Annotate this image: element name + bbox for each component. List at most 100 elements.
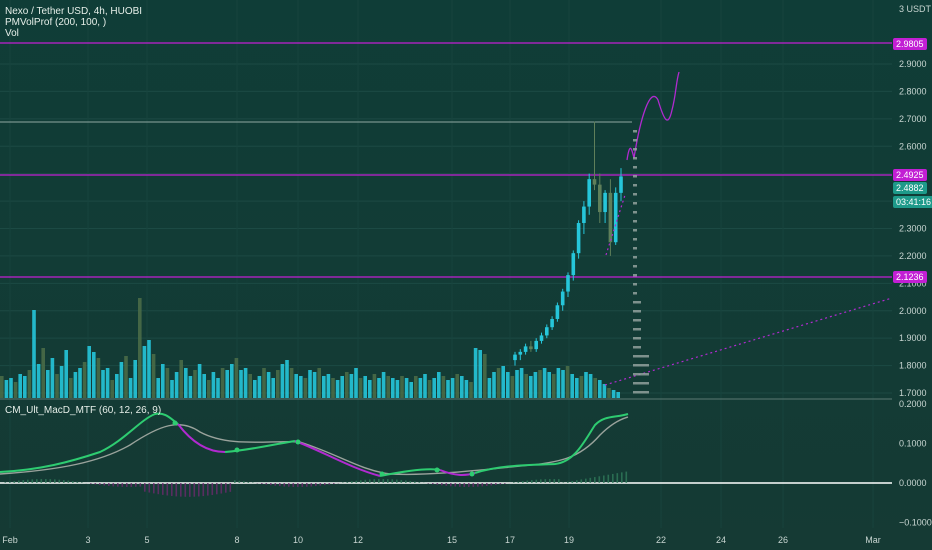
time-tick-label: Feb xyxy=(2,535,18,545)
volume-bar xyxy=(248,374,252,398)
indicator-vol-label[interactable]: Vol xyxy=(5,28,19,39)
volume-bar xyxy=(340,376,344,398)
indicator-pmvolprof-label[interactable]: PMVolProf (200, 100, ) xyxy=(5,17,107,28)
volume-bar xyxy=(207,380,211,398)
candle-body xyxy=(513,354,517,361)
macd-histogram-bar xyxy=(535,479,538,483)
macd-histogram-bar xyxy=(625,471,628,483)
volume-bar xyxy=(271,378,275,398)
candle-body xyxy=(560,291,565,306)
volume-bar xyxy=(216,378,220,398)
volume-profile-bar xyxy=(633,247,637,250)
macd-histogram-bar xyxy=(225,483,227,493)
macd-tick-label: 0.0000 xyxy=(899,478,927,488)
volume-bar xyxy=(276,370,280,398)
time-axis[interactable]: Feb 3 5 8 10 12 15 17 19 22 24 26 Mar xyxy=(2,535,881,545)
volume-bar xyxy=(496,368,501,398)
volume-profile-bar xyxy=(633,157,637,160)
volume-bar xyxy=(170,380,174,398)
macd-histogram-bar xyxy=(301,483,304,487)
macd-histogram-bar xyxy=(616,473,619,483)
time-tick-label: 12 xyxy=(353,535,363,545)
volume-profile-bar xyxy=(633,139,637,142)
volume-bar xyxy=(409,382,413,398)
volume-profile-bar xyxy=(633,229,637,232)
volume-profile-bar xyxy=(633,274,637,277)
volume-bar xyxy=(561,370,565,398)
macd-histogram-bar xyxy=(121,483,124,487)
volume-bar xyxy=(542,368,547,398)
macd-histogram-bar xyxy=(553,479,556,483)
chart-legend: Nexo / Tether USD, 4h, HUOBI PMVolProf (… xyxy=(5,6,142,39)
macd-histogram-bar xyxy=(477,483,479,487)
macd-histogram-bar xyxy=(157,483,160,495)
macd-histogram-bar xyxy=(99,483,101,485)
symbol-title[interactable]: Nexo / Tether USD, 4h, HUOBI xyxy=(5,6,143,17)
macd-histogram-bar xyxy=(166,483,169,496)
countdown-tag: 03:41:16 xyxy=(893,196,932,208)
macd-histogram-bar xyxy=(261,483,263,484)
macd-histogram-bar xyxy=(162,483,164,495)
horizontal-levels[interactable] xyxy=(0,42,892,278)
macd-histogram-bar xyxy=(589,477,592,483)
volume-bar xyxy=(308,370,312,398)
macd-histogram-bar xyxy=(76,481,79,483)
volume-bar xyxy=(349,374,354,398)
macd-cross-dot xyxy=(295,439,301,445)
volume-bar xyxy=(473,348,478,398)
macd-histogram-bar xyxy=(490,483,493,486)
volume-bar xyxy=(285,360,289,398)
macd-histogram-bar xyxy=(405,480,407,483)
volume-bar xyxy=(423,374,427,398)
macd-histogram-bar xyxy=(112,483,115,487)
macd-histogram-bar xyxy=(414,481,416,483)
volume-bar xyxy=(280,364,285,398)
macd-histogram-bar xyxy=(9,481,11,483)
candle-body xyxy=(619,176,623,193)
macd-histogram-bar xyxy=(499,483,502,485)
macd-indicator-label[interactable]: CM_Ult_MacD_MTF (60, 12, 26, 9) xyxy=(5,405,162,416)
volume-bar xyxy=(32,310,36,398)
macd-histogram-bar xyxy=(441,483,443,486)
volume-profile-bar xyxy=(633,193,637,196)
volume-profile-bar xyxy=(633,175,637,178)
volume-bar xyxy=(23,376,27,398)
macd-pane xyxy=(0,412,892,497)
macd-cross-dot xyxy=(172,420,178,426)
macd-histogram-bar xyxy=(175,483,178,497)
macd-histogram-bar xyxy=(292,483,295,487)
candle-body xyxy=(566,275,570,292)
volume-bar xyxy=(446,380,450,398)
volume-bar xyxy=(9,378,13,398)
macd-histogram-bar xyxy=(139,483,142,487)
volume-bar xyxy=(602,384,607,398)
user-drawings[interactable] xyxy=(604,71,893,394)
macd-histogram-bar xyxy=(180,483,182,497)
volume-bar xyxy=(151,354,156,398)
volume-bar xyxy=(4,380,9,398)
volume-profile-bar xyxy=(633,382,649,385)
macd-histogram-bar xyxy=(27,479,29,483)
volume-bar xyxy=(326,374,331,398)
volume-bar xyxy=(317,368,321,398)
candle-body xyxy=(555,305,560,319)
price-axis-top-label: 3 USDT xyxy=(899,4,932,14)
macd-histogram-bar xyxy=(540,479,542,483)
volume-bar xyxy=(225,370,229,398)
macd-histogram-bar xyxy=(274,483,277,486)
candle-body xyxy=(518,351,523,355)
macd-histogram-bar xyxy=(324,483,326,486)
macd-histogram-bar xyxy=(18,480,20,483)
volume-bar xyxy=(450,378,455,398)
volume-profile-bar xyxy=(633,328,641,331)
macd-histogram-bar xyxy=(279,483,281,487)
volume-bar xyxy=(464,380,469,398)
macd-cross-dot xyxy=(434,467,440,473)
volume-profile-bar xyxy=(633,220,637,223)
macd-histogram-bar xyxy=(585,478,587,483)
volume-bar xyxy=(55,374,59,398)
macd-histogram-bar xyxy=(351,481,353,483)
macd-line-down xyxy=(294,440,381,477)
